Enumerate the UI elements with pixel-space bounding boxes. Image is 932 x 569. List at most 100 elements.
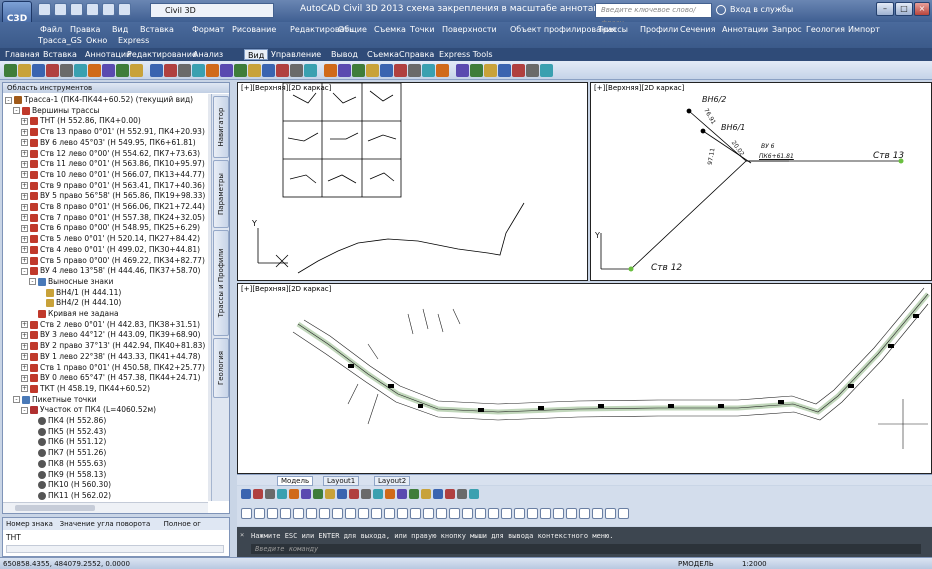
toolbar-button-icon[interactable]: [498, 64, 511, 77]
tree-toggle-icon[interactable]: +: [21, 171, 28, 179]
tab-7[interactable]: Вывод: [331, 50, 358, 59]
tree-toggle-icon[interactable]: -: [5, 96, 12, 104]
edit-tool-icon[interactable]: [345, 508, 356, 519]
edit-tool-icon[interactable]: [527, 508, 538, 519]
menu-item[interactable]: Поверхности: [442, 25, 497, 34]
edit-tool-icon[interactable]: [488, 508, 499, 519]
horizontal-scrollbar[interactable]: [3, 502, 208, 513]
draw-tool-icon[interactable]: [241, 489, 251, 499]
menu-item[interactable]: Файл: [40, 25, 63, 34]
tree-toggle-icon[interactable]: +: [21, 331, 28, 339]
tab-0[interactable]: Главная: [5, 50, 40, 59]
draw-tool-icon[interactable]: [349, 489, 359, 499]
vertical-tab-3[interactable]: Геология: [213, 338, 229, 398]
toolbar-button-icon[interactable]: [484, 64, 497, 77]
toolbar-button-icon[interactable]: [512, 64, 525, 77]
toolbar-button-icon[interactable]: [192, 64, 205, 77]
draw-tool-icon[interactable]: [337, 489, 347, 499]
tree-toggle-icon[interactable]: +: [21, 257, 28, 264]
vertical-tab-1[interactable]: Параметры: [213, 160, 229, 228]
tree-toggle-icon[interactable]: +: [21, 321, 28, 329]
tree-item[interactable]: + Ств 5 право 0°00' (Н 469.22, ПК34+82.77…: [21, 255, 205, 266]
open-icon[interactable]: [54, 3, 67, 16]
col-mark-number[interactable]: Номер знака: [6, 520, 53, 528]
draw-tool-icon[interactable]: [385, 489, 395, 499]
workspace-select[interactable]: Civil 3D: [150, 3, 274, 18]
toolbar-button-icon[interactable]: [102, 64, 115, 77]
toolbar-button-icon[interactable]: [394, 64, 407, 77]
login-link[interactable]: Вход в службы: [730, 5, 794, 14]
search-input[interactable]: Введите ключевое слово/фразу: [595, 3, 712, 27]
toolbar-button-icon[interactable]: [164, 64, 177, 77]
toolbar-button-icon[interactable]: [206, 64, 219, 77]
viewport-bottom[interactable]: [+][Верхняя][2D каркас]: [237, 283, 932, 474]
viewport-label-bottom[interactable]: [+][Верхняя][2D каркас]: [241, 285, 332, 293]
tree-toggle-icon[interactable]: +: [21, 139, 28, 147]
tab-1[interactable]: Вставка: [43, 50, 77, 59]
menu-item[interactable]: Запрос: [772, 25, 802, 34]
tree-toggle-icon[interactable]: -: [21, 267, 28, 275]
tree-toggle-icon[interactable]: -: [13, 107, 20, 115]
edit-tool-icon[interactable]: [371, 508, 382, 519]
draw-tool-icon[interactable]: [409, 489, 419, 499]
draw-tool-icon[interactable]: [265, 489, 275, 499]
draw-tool-icon[interactable]: [469, 489, 479, 499]
tab-3[interactable]: Редактирование: [127, 50, 197, 59]
toolbar-button-icon[interactable]: [178, 64, 191, 77]
tree-item[interactable]: Кривая не задана: [29, 308, 119, 319]
menu-item[interactable]: Вид: [112, 25, 129, 34]
edit-tool-icon[interactable]: [514, 508, 525, 519]
toolbar-button-icon[interactable]: [32, 64, 45, 77]
print-icon[interactable]: [86, 3, 99, 16]
tree-item[interactable]: - Выносные знаки: [29, 276, 113, 287]
draw-tool-icon[interactable]: [289, 489, 299, 499]
tree-item[interactable]: ПК10 (Н 560.30): [29, 479, 111, 490]
tree-toggle-icon[interactable]: +: [21, 150, 28, 157]
tree-item[interactable]: ПК11 (Н 562.02): [29, 490, 111, 501]
draw-tool-icon[interactable]: [373, 489, 383, 499]
menu-item[interactable]: Геология: [806, 25, 845, 34]
menu-item[interactable]: Объект профилирования: [510, 25, 617, 34]
toolbar-button-icon[interactable]: [4, 64, 17, 77]
toolbar-button-icon[interactable]: [150, 64, 163, 77]
tree-toggle-icon[interactable]: +: [21, 224, 28, 232]
tree-item[interactable]: + Ств 10 лево 0°01' (Н 566.07, ПК13+44.77…: [21, 169, 205, 180]
tree-item[interactable]: + ТНТ (Н 552.86, ПК4+0.00): [21, 115, 141, 126]
toolbar-button-icon[interactable]: [540, 64, 553, 77]
layout-tab-2[interactable]: Layout2: [374, 476, 411, 486]
tree-item[interactable]: + Ств 11 лево 0°01' (Н 563.86, ПК10+95.97…: [21, 158, 205, 169]
tree-toggle-icon[interactable]: +: [21, 192, 28, 200]
tree-item[interactable]: ПК4 (Н 552.86): [29, 415, 106, 426]
tree-item[interactable]: + Ств 13 право 0°01' (Н 552.91, ПК4+20.93…: [21, 126, 205, 137]
tab-2[interactable]: Аннотации: [85, 50, 132, 59]
toolbar-button-icon[interactable]: [304, 64, 317, 77]
edit-tool-icon[interactable]: [423, 508, 434, 519]
draw-tool-icon[interactable]: [361, 489, 371, 499]
tab-9[interactable]: Справка: [399, 50, 435, 59]
viewport-top-left[interactable]: [+][Верхняя][2D каркас] Y: [237, 82, 588, 281]
edit-tool-icon[interactable]: [280, 508, 291, 519]
close-icon[interactable]: ×: [914, 2, 930, 16]
menu-item[interactable]: Импорт: [848, 25, 880, 34]
viewport-top-right[interactable]: [+][Верхняя][2D каркас] ВН6/2 ВН6/1 ВУ 6…: [590, 82, 932, 281]
edit-tool-icon[interactable]: [332, 508, 343, 519]
tree-item[interactable]: + Ств 5 лево 0°01' (Н 520.14, ПК27+84.42): [21, 233, 200, 244]
binoculars-icon[interactable]: [716, 5, 726, 15]
edit-tool-icon[interactable]: [618, 508, 629, 519]
edit-tool-icon[interactable]: [358, 508, 369, 519]
toolbar-button-icon[interactable]: [338, 64, 351, 77]
edit-tool-icon[interactable]: [566, 508, 577, 519]
tree-item[interactable]: + ВУ 2 право 37°13' (Н 442.94, ПК40+81.83…: [21, 340, 205, 351]
edit-tool-icon[interactable]: [605, 508, 616, 519]
tree-toggle-icon[interactable]: +: [21, 342, 28, 350]
tree-item[interactable]: ВН4/1 (Н 444.11): [37, 287, 121, 298]
menu-item[interactable]: Express: [118, 36, 150, 45]
menu-item[interactable]: Правка: [70, 25, 101, 34]
menu-item[interactable]: Общие: [338, 25, 367, 34]
toolbar-button-icon[interactable]: [88, 64, 101, 77]
new-icon[interactable]: [38, 3, 51, 16]
draw-tool-icon[interactable]: [325, 489, 335, 499]
tree-item[interactable]: ПК9 (Н 558.13): [29, 469, 106, 480]
tree-item[interactable]: + ВУ 1 лево 22°38' (Н 443.33, ПК41+44.78): [21, 351, 201, 362]
toolbar-button-icon[interactable]: [456, 64, 469, 77]
